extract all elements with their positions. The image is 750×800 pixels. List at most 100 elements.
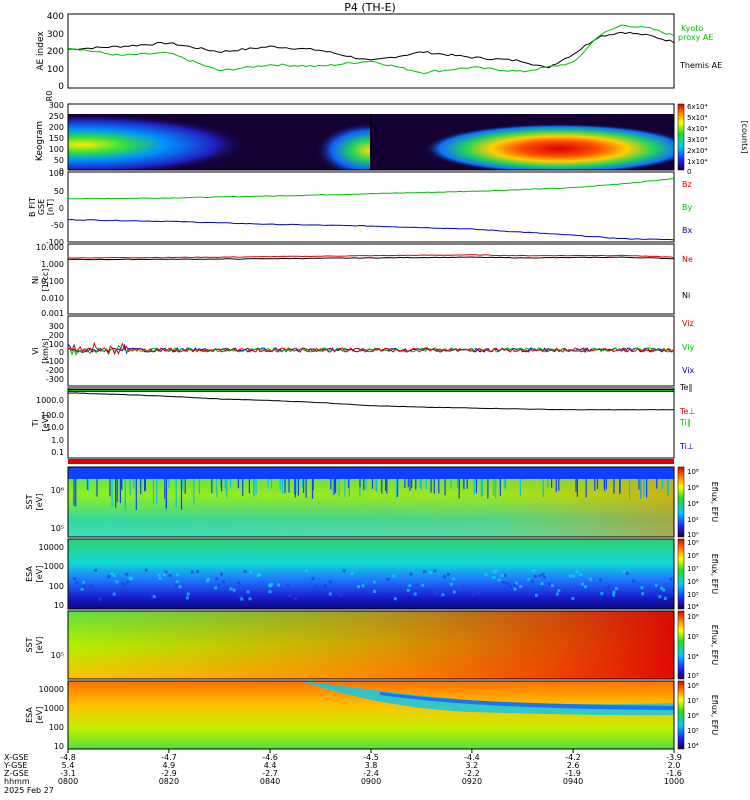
ephemeris-z-value: -2.7: [262, 769, 278, 778]
noise-cell: [112, 573, 116, 577]
stripe: [643, 479, 645, 490]
noise-cell: [237, 581, 241, 585]
stripe: [311, 479, 314, 499]
y-axis-label: Vi: [31, 347, 40, 355]
noise-cell: [246, 590, 250, 594]
stripe: [487, 479, 489, 499]
noise-cell: [555, 592, 559, 596]
stripe: [480, 479, 482, 497]
noise-cell: [589, 577, 593, 581]
stripe: [180, 479, 183, 510]
noise-cell: [599, 578, 602, 582]
tick-label: 0.1: [51, 448, 64, 457]
panel-velocity: Vi [km/s] 300 200 100 0 -100 -200 -300 V…: [31, 315, 695, 387]
stripe: [419, 479, 421, 488]
stripe: [121, 479, 123, 490]
tick-label: 50: [54, 187, 64, 196]
noise-cell: [415, 583, 419, 587]
legend-ti-par: Ti∥: [679, 418, 691, 427]
figure-title: P4 (TH-E): [344, 1, 396, 14]
panel-sst-2: SST [eV] 10⁵ 10⁶ 10⁵ 10⁴ 10³ Eflux, EFU: [25, 610, 719, 680]
series-line-0: [67, 254, 675, 259]
date-label: 2025 Feb 27: [4, 786, 54, 795]
legend-viz: Viz: [682, 319, 694, 328]
stripe: [359, 479, 361, 488]
legend-bz: Bz: [682, 180, 692, 189]
series-line-1: [67, 256, 675, 261]
y-axis-label: ESA: [25, 566, 34, 582]
stripe: [164, 479, 166, 499]
stripe: [216, 479, 218, 498]
stripe: [444, 479, 446, 496]
stripe: [547, 479, 549, 488]
noise-cell: [606, 590, 609, 594]
keogram-glow-right: [372, 114, 674, 170]
ephemeris-columns: -4.85.4-3.10800-4.74.9-2.90820-4.64.4-2.…: [58, 749, 684, 786]
stripe: [116, 479, 118, 503]
noise-cell: [640, 586, 644, 590]
series-line-1: [67, 218, 675, 241]
tick-label: 100: [49, 145, 64, 154]
stripe: [475, 479, 477, 494]
stripe: [279, 479, 281, 490]
tick-label: 10⁵: [51, 524, 64, 533]
noise-cell: [492, 576, 496, 579]
tick-label: -300: [46, 375, 64, 384]
noise-cell: [311, 577, 315, 581]
stripe: [248, 479, 250, 494]
noise-cell: [335, 590, 339, 594]
noise-cell: [248, 597, 252, 601]
noise-cell: [513, 584, 517, 587]
noise-cell: [328, 580, 332, 584]
y-tick-labels: 300 200 100 0 -100 -200 -300: [46, 322, 64, 384]
noise-cell: [669, 577, 673, 581]
tick-label: -100: [46, 238, 64, 247]
noise-cell: [532, 569, 536, 573]
stripe: [404, 479, 406, 489]
noise-cell: [433, 569, 437, 573]
noise-cell: [215, 577, 219, 581]
tick-label: 10⁸: [687, 552, 699, 560]
stripe: [267, 479, 269, 488]
row-label-z-gse: Z-GSE: [4, 769, 29, 778]
y-axis-label: Ti: [31, 420, 40, 428]
stripe: [386, 479, 388, 494]
stripe: [144, 479, 146, 492]
tick-label: 10⁶: [687, 613, 699, 621]
colorbar: [677, 466, 685, 538]
stripe: [305, 479, 307, 498]
noise-cell: [443, 575, 446, 579]
stripe: [585, 479, 587, 498]
tick-label: 100: [49, 582, 64, 591]
y-tick-labels: 10⁶ 10⁵: [51, 486, 64, 533]
tick-label: 10⁸: [687, 682, 699, 690]
stripe: [144, 479, 146, 491]
noise-cell: [557, 589, 561, 593]
noise-cell: [220, 572, 223, 576]
tick-label: 100.0: [41, 411, 64, 420]
noise-cell: [408, 584, 412, 588]
noise-cell: [476, 587, 479, 591]
stripe: [198, 479, 200, 494]
noise-cell: [82, 585, 86, 588]
legend-kyoto: Kyoto: [681, 24, 703, 33]
row-label-y-gse: Y-GSE: [3, 761, 27, 770]
stripe: [288, 479, 290, 493]
noise-cell: [571, 597, 575, 600]
noise-cell: [662, 588, 666, 592]
noise-cell: [393, 597, 397, 601]
noise-cell: [607, 585, 611, 589]
noise-cell: [428, 571, 432, 575]
stripe: [87, 479, 89, 491]
stripe: [576, 479, 578, 497]
tick-label: 10⁶: [687, 484, 699, 492]
noise-cell: [452, 577, 456, 581]
stripe: [237, 479, 239, 489]
stripe: [75, 479, 77, 507]
colorbar-label: Eflux, EFU: [710, 625, 719, 666]
ephemeris-z-value: -1.6: [666, 769, 682, 778]
tick-label: 1x10⁴: [687, 158, 708, 166]
tick-label: 1000.0: [36, 396, 64, 405]
stripe: [226, 479, 228, 498]
tick-label: 10⁵: [687, 633, 699, 641]
